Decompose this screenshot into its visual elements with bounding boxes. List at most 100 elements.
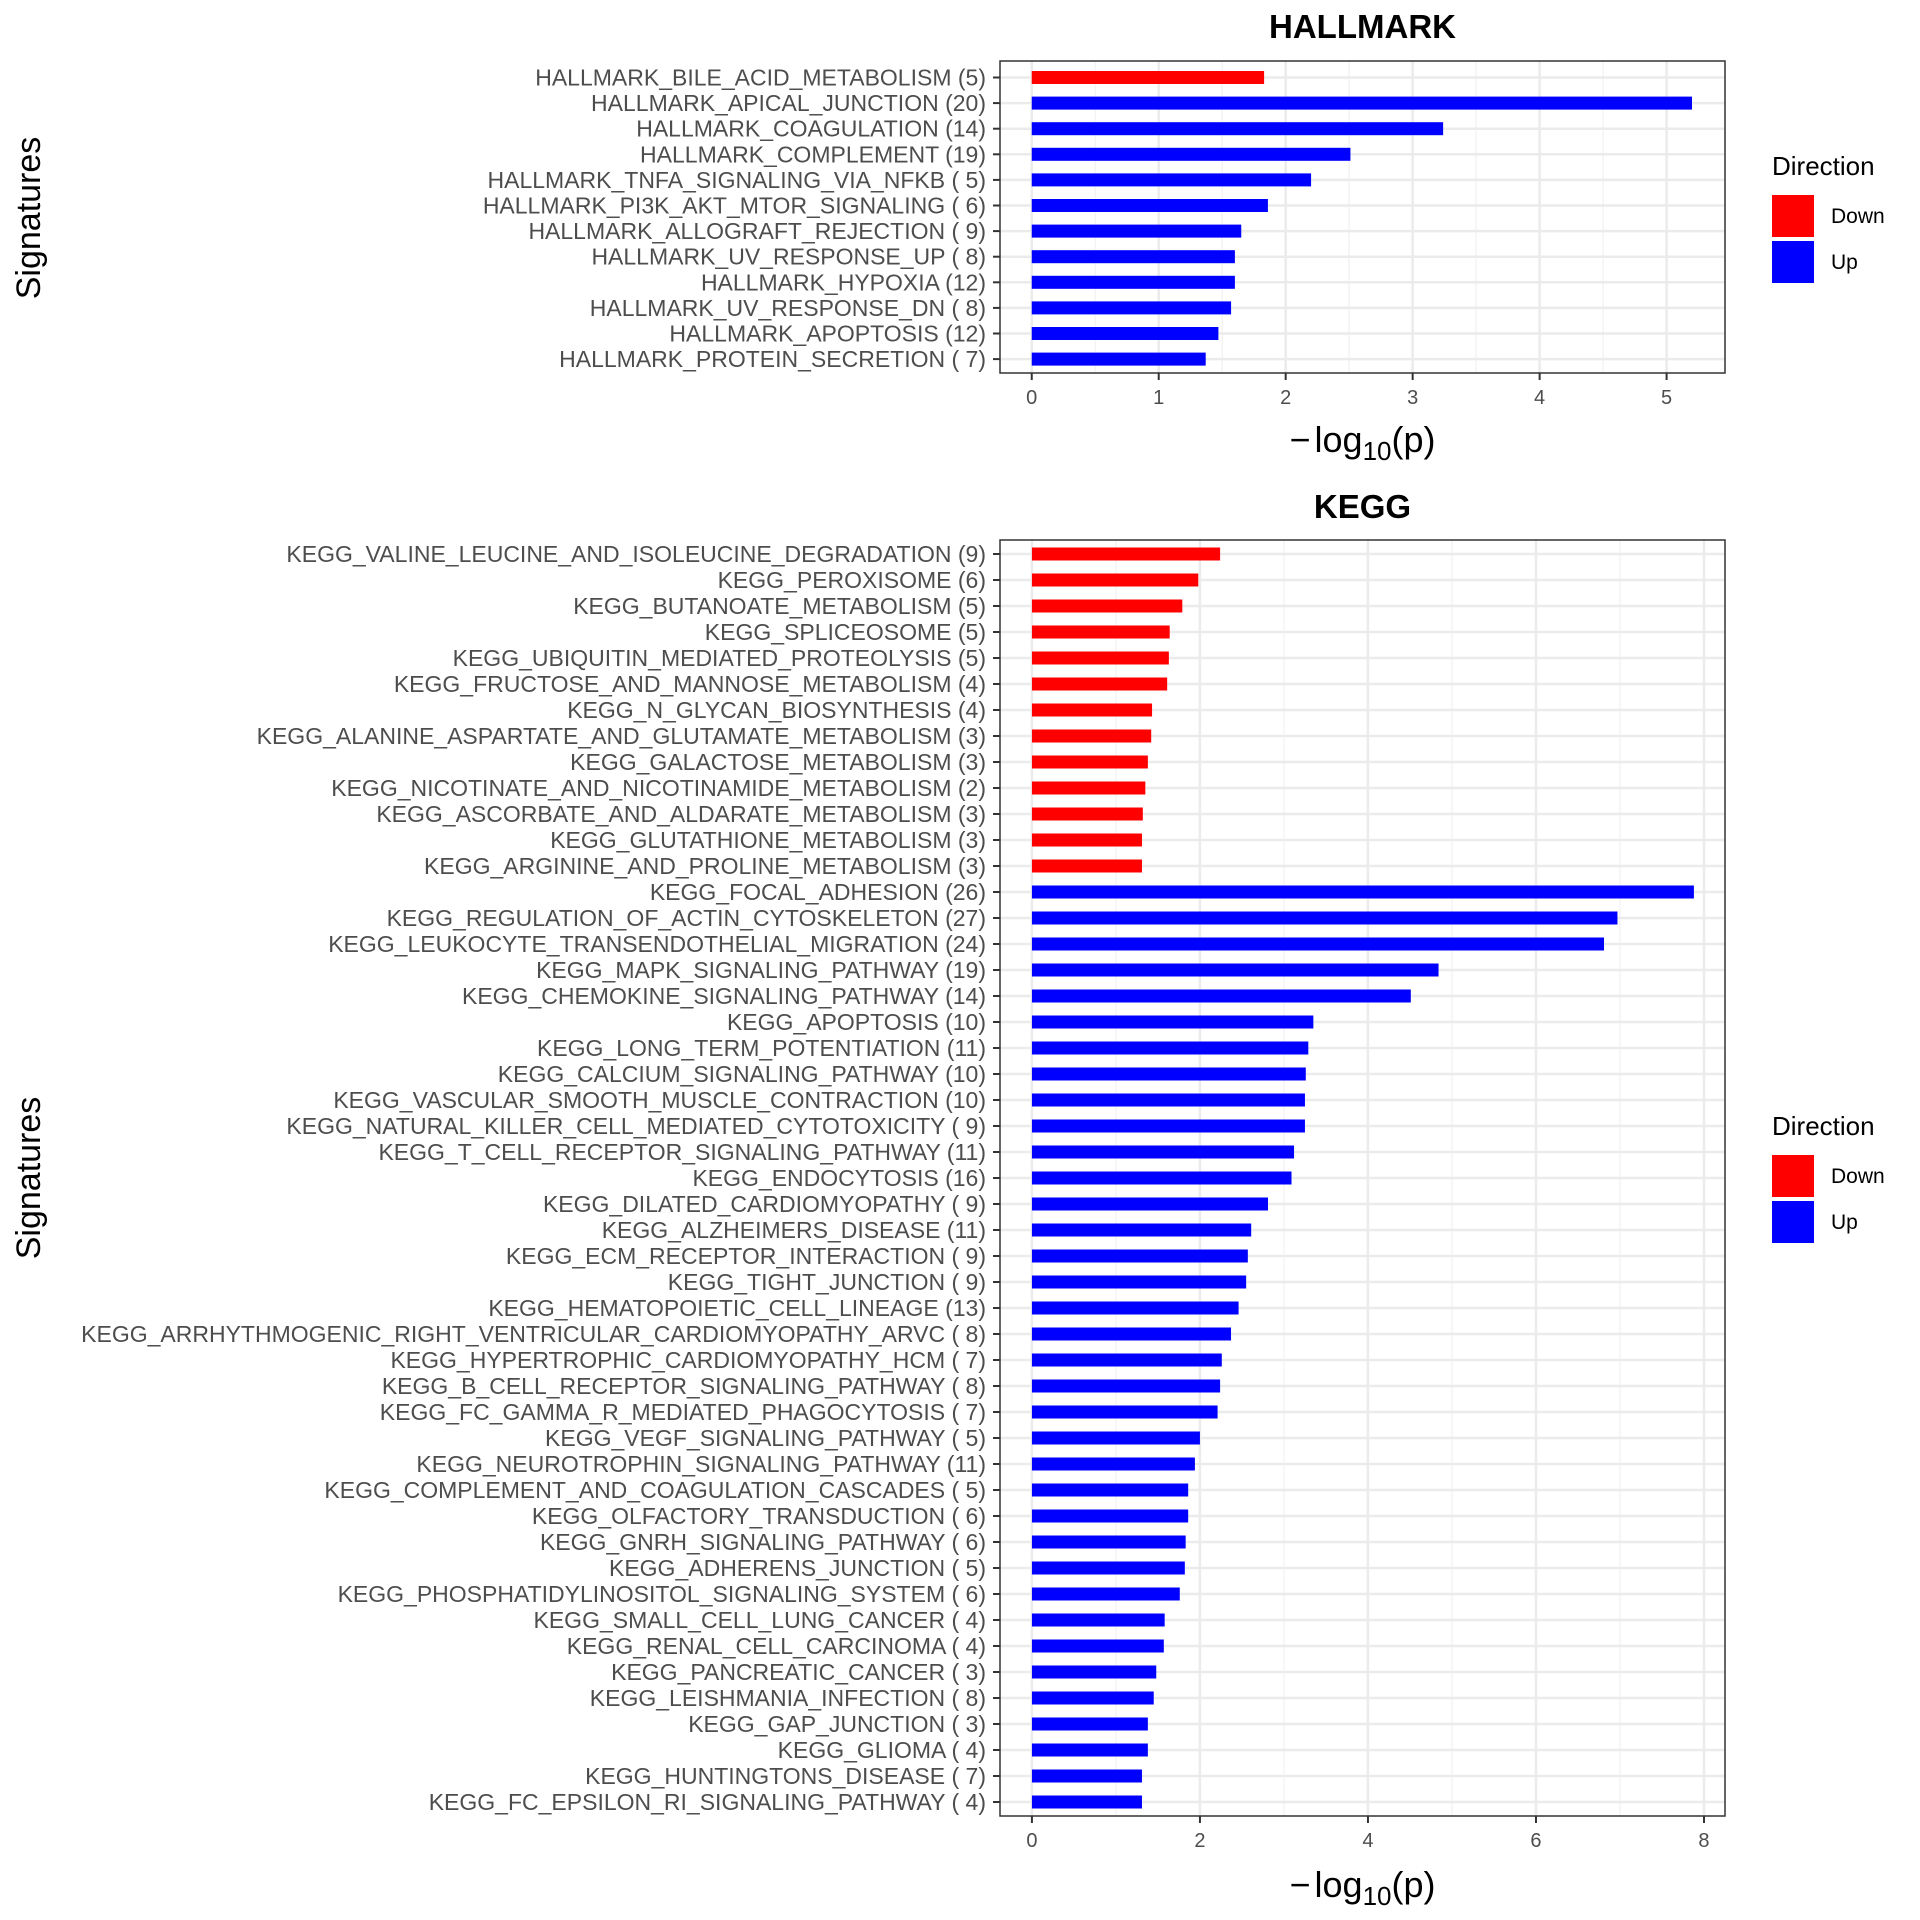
bar-up [1031,1717,1148,1731]
y-tick-label: KEGG_ENDOCYTOSIS (16) [692,1165,986,1191]
y-axis-title: Signatures [10,1097,48,1260]
x-tick-label: 3 [1407,387,1418,409]
bar-down [1031,599,1183,613]
y-tick-label: HALLMARK_APOPTOSIS (12) [669,321,986,347]
x-axis-title-log: log [1315,419,1363,460]
bar-up [1031,937,1605,951]
x-axis-title-arg: (p) [1392,419,1436,460]
x-tick-label: 4 [1534,387,1545,409]
y-tick-label: KEGG_N_GLYCAN_BIOSYNTHESIS (4) [567,697,986,723]
bar-down [1031,547,1221,561]
bar-up [1031,1327,1232,1341]
y-tick-label: KEGG_ARRHYTHMOGENIC_RIGHT_VENTRICULAR_CA… [81,1321,986,1347]
y-tick-label: HALLMARK_UV_RESPONSE_DN ( 8) [590,295,986,321]
x-tick-label: 5 [1661,387,1672,409]
y-tick-label: HALLMARK_APICAL_JUNCTION (20) [591,90,986,116]
bar-up [1031,301,1232,315]
bar-up [1031,1405,1218,1419]
y-tick-label: KEGG_PEROXISOME (6) [718,567,986,593]
y-tick-label: KEGG_LONG_TERM_POTENTIATION (11) [537,1035,986,1061]
bar-down [1031,573,1199,587]
y-tick-label: KEGG_CALCIUM_SIGNALING_PATHWAY (10) [498,1061,986,1087]
y-tick-label: KEGG_FRUCTOSE_AND_MANNOSE_METABOLISM (4) [394,671,986,697]
bar-up [1031,1353,1222,1367]
y-tick-label: KEGG_APOPTOSIS (10) [727,1009,986,1035]
y-tick-label: HALLMARK_COMPLEMENT (19) [640,141,986,167]
y-tick-label: HALLMARK_ALLOGRAFT_REJECTION ( 9) [528,218,986,244]
bar-up [1031,1561,1185,1575]
legend-title: Direction [1772,1111,1875,1141]
y-axis-title: Signatures [10,137,48,300]
x-tick-label: 1 [1153,387,1164,409]
bar-down [1031,807,1143,821]
y-tick-label: KEGG_SPLICEOSOME (5) [705,619,986,645]
bar-up [1031,1301,1239,1315]
y-tick-label: KEGG_CHEMOKINE_SIGNALING_PATHWAY (14) [462,983,986,1009]
x-tick-label: 4 [1362,1830,1373,1852]
y-tick-label: KEGG_LEISHMANIA_INFECTION ( 8) [590,1685,986,1711]
bar-down [1031,703,1153,717]
bar-up [1031,1379,1221,1393]
bar-down [1031,859,1142,873]
y-tick-label: KEGG_OLFACTORY_TRANSDUCTION ( 6) [532,1503,986,1529]
bar-up [1031,250,1235,264]
y-tick-label: HALLMARK_PROTEIN_SECRETION ( 7) [559,346,986,372]
y-tick-label: KEGG_T_CELL_RECEPTOR_SIGNALING_PATHWAY (… [378,1139,986,1165]
bar-up [1031,199,1268,212]
legend-swatch-down [1772,195,1814,237]
bar-up [1031,1223,1252,1237]
y-tick-label: KEGG_VASCULAR_SMOOTH_MUSCLE_CONTRACTION … [333,1087,986,1113]
y-tick-label: KEGG_ASCORBATE_AND_ALDARATE_METABOLISM (… [376,801,986,827]
x-tick-label: 0 [1026,1830,1037,1852]
bar-up [1031,989,1411,1003]
bar-up [1031,1145,1295,1159]
y-tick-label: KEGG_DILATED_CARDIOMYOPATHY ( 9) [543,1191,986,1217]
bar-up [1031,173,1312,187]
bar-up [1031,1795,1142,1809]
x-axis-title-minus: − [1290,419,1311,460]
bar-up [1031,1275,1247,1289]
bar-up [1031,1119,1305,1133]
bar-down [1031,729,1152,743]
y-tick-label: KEGG_GAP_JUNCTION ( 3) [688,1711,986,1737]
y-tick-label: KEGG_BUTANOATE_METABOLISM (5) [573,593,986,619]
y-tick-label: HALLMARK_HYPOXIA (12) [701,269,986,295]
legend-title: Direction [1772,151,1875,181]
legend-label-down: Down [1831,1165,1885,1188]
x-axis-title: − log10(p) [1290,1864,1436,1911]
bar-up [1031,1197,1268,1211]
y-tick-label: KEGG_GALACTOSE_METABOLISM (3) [570,749,986,775]
y-tick-label: HALLMARK_COAGULATION (14) [636,116,986,142]
bar-up [1031,1015,1314,1029]
bar-up [1031,1457,1195,1471]
legend-label-up: Up [1831,251,1858,274]
legend-label-up: Up [1831,1211,1858,1234]
bar-up [1031,1067,1306,1081]
bar-down [1031,625,1170,639]
y-tick-label: KEGG_SMALL_CELL_LUNG_CANCER ( 4) [534,1607,987,1633]
y-tick-label: KEGG_ADHERENS_JUNCTION ( 5) [609,1555,986,1581]
y-tick-label: KEGG_ECM_RECEPTOR_INTERACTION ( 9) [506,1243,986,1269]
panel-kegg: KEGG_VALINE_LEUCINE_AND_ISOLEUCINE_DEGRA… [10,488,1885,1911]
x-tick-label: 8 [1698,1830,1709,1852]
y-tick-label: KEGG_REGULATION_OF_ACTIN_CYTOSKELETON (2… [387,905,986,931]
y-tick-label: HALLMARK_UV_RESPONSE_UP ( 8) [591,244,986,270]
y-tick-label: KEGG_PANCREATIC_CANCER ( 3) [611,1659,986,1685]
y-tick-label: HALLMARK_TNFA_SIGNALING_VIA_NFKB ( 5) [488,167,987,193]
bar-up [1031,1483,1189,1497]
bar-down [1031,755,1148,769]
bar-up [1031,1769,1142,1783]
bar-up [1031,352,1206,366]
x-axis-title-subscript: 10 [1363,1881,1392,1911]
y-tick-label: HALLMARK_BILE_ACID_METABOLISM (5) [535,65,986,91]
y-tick-label: KEGG_MAPK_SIGNALING_PATHWAY (19) [536,957,986,983]
bar-up [1031,224,1242,238]
bar-up [1031,1041,1309,1055]
legend-swatch-up [1772,241,1814,283]
y-tick-label: KEGG_ARGININE_AND_PROLINE_METABOLISM (3) [424,853,986,879]
x-tick-label: 6 [1530,1830,1541,1852]
y-tick-label: KEGG_HYPERTROPHIC_CARDIOMYOPATHY_HCM ( 7… [390,1347,986,1373]
y-tick-label: KEGG_UBIQUITIN_MEDIATED_PROTEOLYSIS (5) [453,645,986,671]
x-axis-title-minus: − [1290,1864,1311,1905]
y-tick-label: KEGG_TIGHT_JUNCTION ( 9) [668,1269,986,1295]
